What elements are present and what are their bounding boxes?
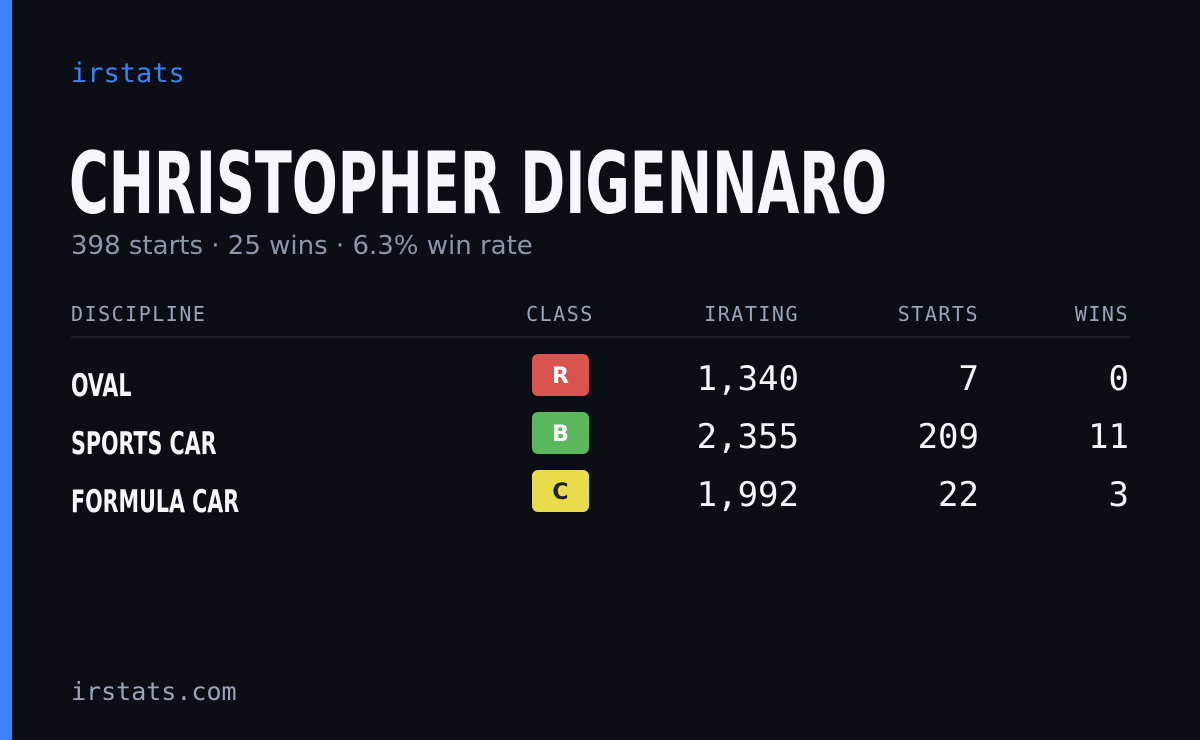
- column-header: CLASS: [526, 302, 594, 326]
- class-badge: [532, 412, 589, 454]
- starts-value: 7: [959, 359, 979, 399]
- class-badge: [532, 354, 589, 396]
- irating-value: 1,340: [697, 359, 799, 399]
- class-letter: R: [552, 364, 569, 389]
- wins-value: 11: [1088, 417, 1129, 457]
- discipline-label: FORMULA CAR: [71, 484, 239, 520]
- column-header: IRATING: [704, 302, 799, 326]
- brand: irstats: [71, 58, 185, 89]
- wins-value: 0: [1109, 359, 1129, 399]
- column-header: WINS: [1075, 302, 1129, 326]
- player-name: CHRISTOPHER DIGENNARO: [69, 134, 887, 234]
- footer-domain: irstats.com: [71, 677, 237, 706]
- starts-value: 22: [938, 475, 979, 515]
- accent-bar: [0, 0, 12, 740]
- class-badge: [532, 470, 589, 512]
- irating-value: 1,992: [697, 475, 799, 515]
- discipline-label: OVAL: [71, 368, 132, 404]
- column-header: DISCIPLINE: [71, 302, 206, 326]
- class-letter: B: [552, 422, 569, 447]
- class-letter: C: [552, 480, 568, 505]
- starts-value: 209: [918, 417, 979, 457]
- irating-value: 2,355: [697, 417, 799, 457]
- discipline-label: SPORTS CAR: [71, 426, 217, 462]
- subtitle: 398 starts · 25 wins · 6.3% win rate: [71, 231, 533, 261]
- wins-value: 3: [1109, 475, 1129, 515]
- column-header: STARTS: [898, 302, 979, 326]
